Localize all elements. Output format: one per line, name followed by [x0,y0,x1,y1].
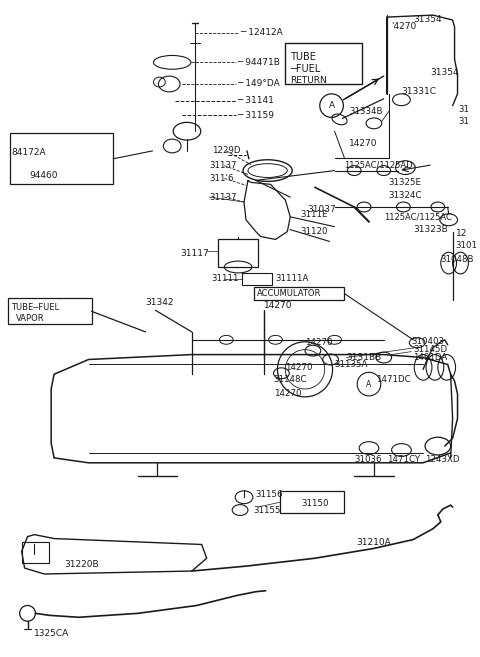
Bar [218,239,258,267]
Text: ─ 149°DA: ─ 149°DA [237,79,280,89]
Text: 12: 12 [456,229,467,238]
Text: 31111: 31111 [212,275,239,283]
Text: A: A [366,380,372,388]
Text: 31331C: 31331C [401,87,436,97]
Text: ─ 31159: ─ 31159 [237,111,274,120]
Bar [10,133,113,185]
Bar [8,298,92,324]
Text: 31354: 31354 [413,14,442,24]
Bar [22,541,49,563]
Text: 31324C: 31324C [389,191,422,200]
Text: 1125AC/1125AD: 1125AC/1125AD [344,160,413,169]
Text: 14270: 14270 [305,338,333,348]
Text: ─ 94471B: ─ 94471B [237,58,280,67]
Text: 31325E: 31325E [389,178,421,187]
Text: 31120: 31120 [300,227,328,236]
Text: RETURN: RETURN [290,76,327,85]
Text: 14270: 14270 [264,301,292,310]
Text: 14270: 14270 [285,363,313,372]
Bar [285,43,362,84]
Text: 31334B: 31334B [349,107,383,116]
Bar [242,273,272,284]
Text: 31210A: 31210A [356,538,391,547]
Text: 1325CA: 1325CA [35,629,70,637]
Text: 31156: 31156 [256,489,283,499]
Text: 31: 31 [458,117,469,126]
Text: 31155: 31155 [254,505,281,514]
Text: 31048B: 31048B [441,255,474,263]
Bar [254,286,344,300]
Text: 1471DC: 1471DC [376,374,410,384]
Text: 14270: 14270 [274,390,301,398]
Text: 1125AC/1125AC: 1125AC/1125AC [384,212,452,221]
Text: 31137: 31137 [210,193,237,202]
Text: 31036: 31036 [354,455,382,464]
Text: ─ 31141: ─ 31141 [237,96,274,105]
Text: 94460: 94460 [29,171,58,180]
Text: 311'6: 311'6 [210,174,234,183]
Text: 31342: 31342 [145,298,174,307]
Text: ─ 12412A: ─ 12412A [240,28,283,37]
Text: 31137: 31137 [210,161,237,170]
Text: 31220B: 31220B [64,560,98,569]
Text: VAPOR: VAPOR [16,313,44,323]
Text: 31135A: 31135A [335,360,368,369]
Text: 31323B: 31323B [413,225,448,234]
Text: TUBE─FUEL: TUBE─FUEL [11,303,59,312]
Text: A: A [328,101,335,110]
Text: 31150: 31150 [301,499,329,508]
Text: 31354: 31354 [430,68,458,77]
Text: TUBE: TUBE [290,53,316,62]
Text: 1471CY: 1471CY [387,455,420,464]
Text: 31145D: 31145D [413,345,447,354]
Text: ─FUEL: ─FUEL [290,64,321,74]
Bar [280,491,344,513]
Text: 31117: 31117 [180,249,209,258]
Text: 84172A: 84172A [12,148,47,158]
Text: 1243XD: 1243XD [425,455,459,464]
Text: '4270: '4270 [392,22,417,32]
Text: 3111E: 3111E [300,210,328,219]
Text: 14270: 14270 [349,139,378,148]
Text: 1491DA: 1491DA [413,353,447,362]
Text: ACCUMULATOR: ACCUMULATOR [257,289,321,298]
Text: 31037: 31037 [307,206,336,214]
Text: 3101: 3101 [456,241,478,250]
Text: 31148C: 31148C [274,374,307,384]
Text: 310403: 310403 [411,337,444,346]
Text: 1229D: 1229D [212,147,240,156]
Text: 3131BB: 3131BB [347,353,382,362]
Text: 31: 31 [458,105,469,114]
Text: 31111A: 31111A [276,275,309,283]
